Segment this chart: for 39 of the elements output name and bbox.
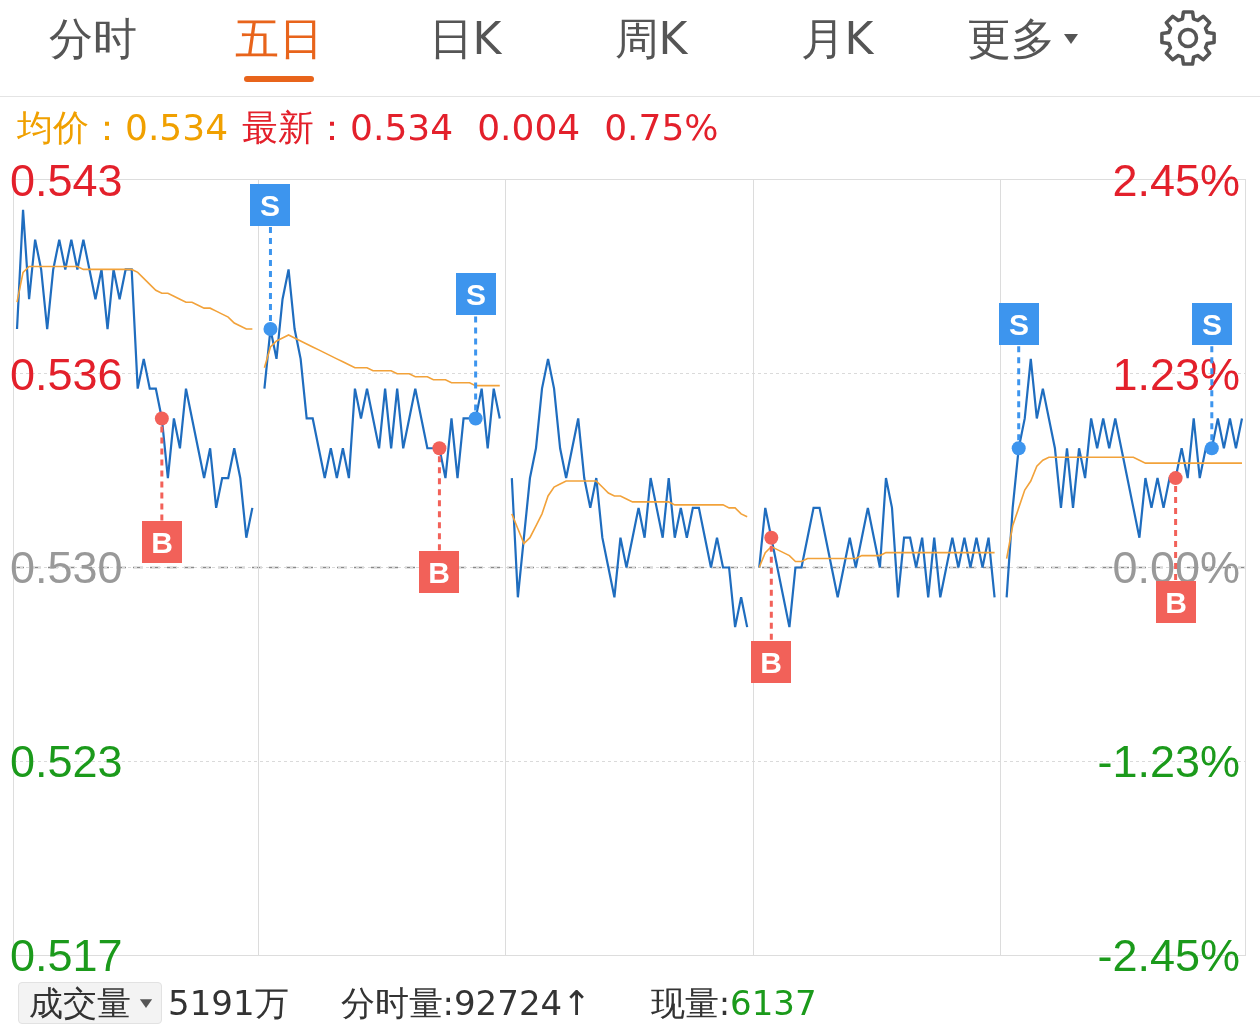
y2-tick-label: -2.45% [1097, 929, 1240, 981]
point [468, 411, 483, 426]
point [1204, 441, 1219, 456]
point [764, 530, 779, 545]
point [1011, 441, 1026, 456]
text: S [1008, 307, 1030, 341]
text: 分时 [49, 13, 137, 64]
text: 周K [614, 13, 688, 64]
y2-tick-label: 1.23% [1112, 348, 1240, 400]
text: B [428, 555, 450, 589]
text: 5191万 [168, 983, 289, 1023]
text: S [1201, 307, 1223, 341]
text: 分时量:92724↑ [340, 983, 591, 1023]
text: 更多 [967, 13, 1055, 64]
y-tick-label: 0.543 [10, 154, 123, 206]
text: B [151, 525, 173, 559]
text: 均价：0.534 [17, 107, 229, 148]
select-field: 成交量 [18, 982, 162, 1024]
point [263, 322, 278, 337]
text: 五日 [235, 13, 323, 64]
y-tick-label: 0.530 [10, 542, 123, 594]
text: S [259, 188, 281, 222]
y-tick-label: 0.523 [10, 736, 123, 787]
text: 0.004 [477, 107, 581, 148]
text: 日K [428, 13, 502, 64]
point [154, 411, 169, 426]
y-tick-label: 0.536 [10, 348, 123, 400]
text: 月K [800, 13, 874, 64]
text: 现量: [650, 983, 731, 1023]
y-tick-label: 0.517 [10, 929, 123, 981]
y2-tick-label: 2.45% [1112, 154, 1240, 206]
text: B [760, 645, 782, 679]
text: S [465, 277, 487, 311]
text: 最新：0.534 [242, 107, 454, 148]
point [1168, 471, 1183, 486]
y2-tick-label: -1.23% [1097, 736, 1240, 787]
text: 0.75% [604, 107, 719, 148]
text: 6137 [730, 983, 817, 1023]
point [432, 441, 447, 456]
